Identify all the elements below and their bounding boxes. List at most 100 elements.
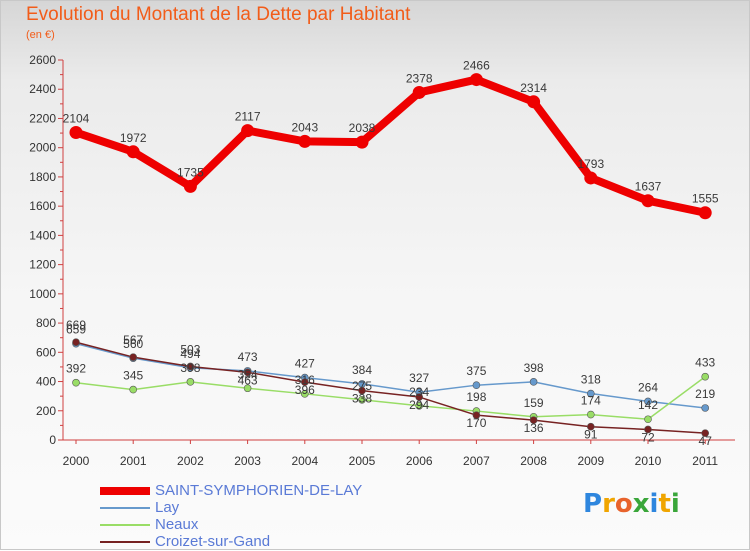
data-label: 318	[581, 373, 601, 387]
logo-letter: i	[649, 489, 659, 519]
x-tick-label: 2003	[234, 454, 261, 468]
legend-swatch	[100, 524, 150, 526]
data-point	[529, 378, 538, 386]
data-label: 2314	[520, 81, 547, 95]
y-tick-label: 1400	[29, 228, 56, 242]
data-point	[415, 393, 424, 401]
data-point	[243, 384, 252, 393]
data-point	[527, 95, 541, 109]
data-label: 174	[581, 394, 601, 408]
series-line-1	[75, 342, 706, 409]
data-label: 327	[409, 371, 429, 385]
data-point	[243, 368, 252, 377]
data-label: 560	[123, 337, 143, 351]
data-label: 2378	[406, 71, 433, 85]
data-label: 473	[238, 350, 258, 364]
data-label: 463	[238, 373, 258, 387]
x-tick-label: 2005	[349, 454, 376, 468]
logo-letter: i	[670, 489, 680, 519]
data-label: 198	[466, 390, 486, 404]
logo-letter: t	[658, 489, 671, 519]
data-label: 398	[524, 361, 544, 375]
data-point	[584, 171, 598, 185]
data-label: 1555	[692, 192, 719, 206]
legend-label: Neaux	[155, 516, 199, 533]
data-labels: 2104 1972 1735 2117 2043 2038 2378 2466 2314 1793…	[63, 59, 719, 449]
chart-axes: 0 200 400 600 800 1000 1200 1400 1600 1800 2000 220…	[29, 53, 735, 468]
data-label: 384	[352, 363, 372, 377]
data-label: 338	[352, 392, 372, 406]
data-label: 1972	[120, 131, 147, 145]
data-point	[126, 145, 140, 159]
data-label: 91	[584, 428, 598, 442]
data-point	[129, 353, 137, 361]
series-points	[69, 73, 712, 437]
x-tick-label: 2008	[520, 454, 547, 468]
series-line-0	[72, 75, 710, 217]
data-label: 427	[295, 357, 315, 371]
y-tick-label: 2400	[29, 82, 56, 96]
y-tick-label: 2000	[29, 141, 56, 155]
y-tick-label: 600	[36, 345, 56, 359]
data-point	[586, 389, 595, 398]
data-label: 1637	[635, 180, 662, 194]
legend-swatch	[100, 507, 150, 509]
data-label: 345	[123, 369, 143, 383]
data-label: 669	[66, 318, 86, 332]
data-point	[300, 390, 309, 398]
data-point	[472, 411, 481, 419]
data-point	[186, 378, 195, 386]
x-tick-label: 2010	[635, 454, 662, 468]
legend-label: Croizet-sur-Gand	[155, 533, 271, 550]
x-tick-label: 2000	[63, 454, 90, 468]
logo-letter: o	[614, 489, 633, 519]
data-point	[701, 372, 710, 381]
y-tick-label: 1200	[29, 258, 56, 272]
data-label: 392	[66, 362, 86, 376]
data-label: 2043	[291, 120, 318, 134]
data-point	[644, 425, 652, 434]
y-tick-label: 800	[36, 316, 56, 330]
x-tick-label: 2004	[291, 454, 318, 468]
y-tick-label: 1600	[29, 199, 56, 213]
data-label: 2466	[463, 59, 490, 73]
data-point	[355, 135, 369, 149]
data-label: 354	[238, 367, 258, 381]
data-point	[701, 404, 710, 412]
data-label: 47	[699, 434, 713, 448]
data-label: 659	[66, 323, 86, 337]
y-tick-label: 200	[36, 404, 56, 418]
data-point	[472, 381, 481, 389]
y-tick-label: 0	[49, 433, 56, 447]
chart-subtitle: (en €)	[26, 29, 55, 41]
data-label: 159	[524, 396, 544, 410]
data-point	[469, 73, 483, 87]
x-tick-label: 2011	[692, 454, 718, 468]
data-point	[641, 194, 655, 208]
data-point	[586, 422, 595, 431]
legend-label: Lay	[155, 499, 180, 516]
data-point	[644, 415, 652, 424]
y-tick-label: 2200	[29, 111, 56, 125]
data-label: 2038	[349, 121, 376, 135]
data-label: 396	[295, 383, 315, 397]
data-label: 2104	[63, 111, 90, 125]
logo-letter: x	[632, 489, 650, 519]
y-tick-label: 1800	[29, 170, 56, 184]
data-point	[701, 429, 710, 437]
data-point	[586, 410, 595, 419]
data-point	[644, 397, 652, 406]
data-point	[69, 125, 83, 139]
data-label: 142	[638, 398, 658, 412]
data-point	[129, 385, 137, 394]
data-label: 503	[180, 342, 200, 356]
data-point	[72, 338, 80, 347]
x-tick-label: 2007	[463, 454, 490, 468]
chart-title: Evolution du Montant de la Dette par Hab…	[26, 4, 411, 25]
data-point	[358, 386, 366, 395]
data-label: 316	[295, 373, 315, 387]
data-point	[183, 179, 197, 193]
y-tick-label: 400	[36, 375, 56, 389]
